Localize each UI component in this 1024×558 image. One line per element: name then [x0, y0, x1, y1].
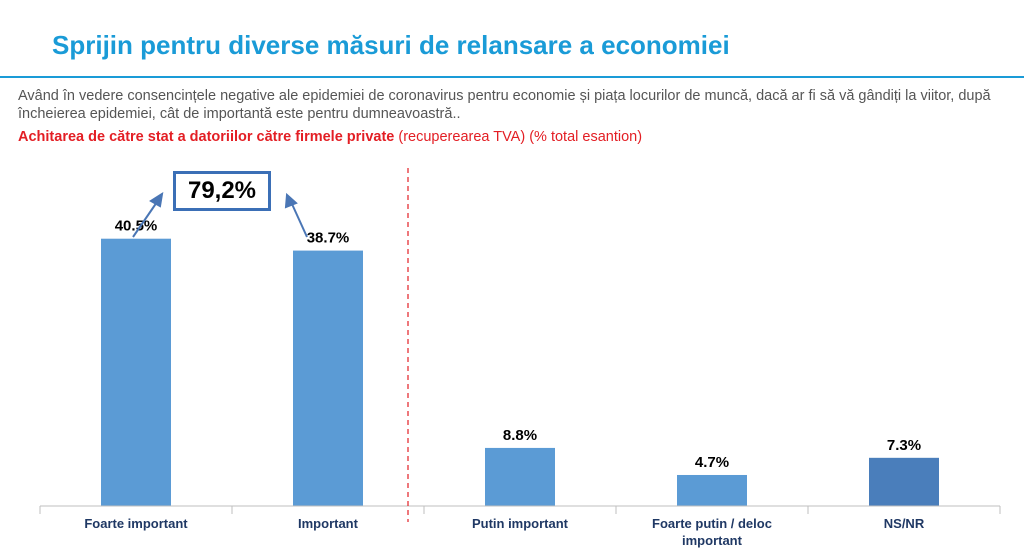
bar-value-label: 40.5%: [115, 218, 158, 235]
bar: [101, 238, 171, 506]
total-percentage-box: 79,2%: [173, 171, 271, 211]
chart-subtitle: Achitarea de către stat a datoriilor căt…: [18, 129, 642, 145]
bar: [485, 447, 555, 506]
category-label: important: [682, 533, 743, 548]
category-label: NS/NR: [884, 516, 925, 531]
bar-value-label: 7.3%: [887, 437, 921, 454]
title-divider: [0, 76, 1024, 78]
x-axis-ticks: [39, 506, 1001, 514]
bar: [293, 250, 363, 506]
category-labels-group: Foarte important Important Putin important…: [84, 516, 924, 548]
bar-value-label: 8.8%: [503, 427, 537, 444]
category-label: Putin important: [472, 516, 569, 531]
value-labels-group: 40.5% 38.7% 8.8% 4.7% 7.3%: [115, 218, 921, 471]
right-arrow: [284, 192, 308, 238]
bar-chart: 40.5% 38.7% 8.8% 4.7% 7.3% Foarte important I…: [39, 168, 1001, 548]
category-label: Important: [298, 516, 359, 531]
bar: [869, 457, 939, 506]
subtitle-bold: Achitarea de către stat a datoriilor căt…: [18, 129, 395, 145]
question-text: Având în vedere consencințele negative a…: [18, 88, 991, 122]
subtitle-rest: (recuperearea TVA) (% total esantion): [394, 129, 643, 145]
category-label: Foarte putin / deloc: [652, 516, 772, 531]
left-arrow: [132, 191, 164, 238]
bars-group: [101, 238, 939, 506]
bar-value-label: 38.7%: [307, 230, 350, 247]
page-title: Sprijin pentru diverse măsuri de relansa…: [52, 30, 730, 60]
bar-value-label: 4.7%: [695, 454, 729, 471]
category-label: Foarte important: [84, 516, 188, 531]
bar: [677, 474, 747, 506]
